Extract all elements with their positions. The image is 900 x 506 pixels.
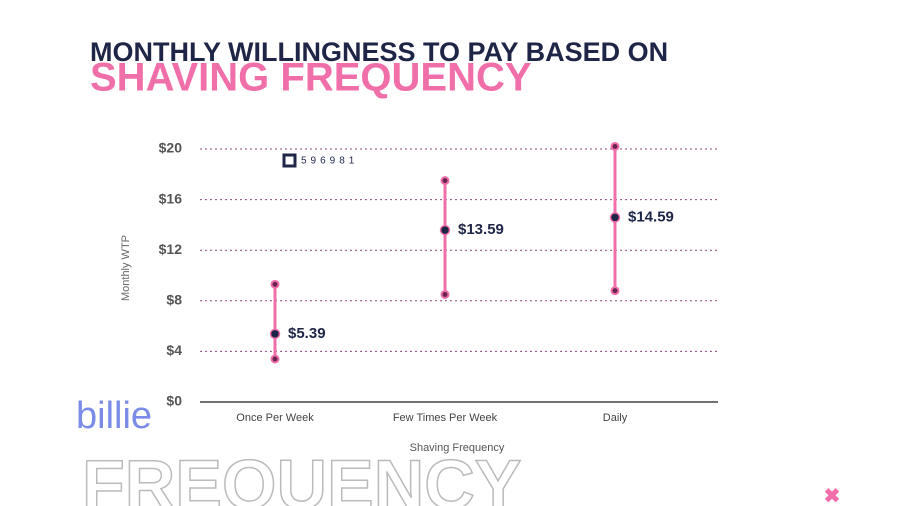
x-tick-label: Once Per Week	[236, 412, 314, 424]
range-end	[610, 286, 620, 296]
y-tick-label: $20	[159, 140, 183, 156]
chart-subtitle: SHAVING FREQUENCY	[90, 56, 532, 100]
x-tick-label: Few Times Per Week	[393, 412, 498, 424]
point	[269, 328, 281, 340]
range-end	[440, 289, 450, 299]
range-end	[440, 176, 450, 186]
close-icon: ✖	[824, 485, 841, 506]
range-end	[270, 279, 280, 289]
y-tick-label: $4	[166, 342, 182, 358]
chart-title: MONTHLY WILLINGNESS TO PAY BASED ON	[90, 37, 668, 67]
range-end	[610, 141, 620, 151]
point	[609, 212, 621, 223]
point	[439, 224, 451, 236]
x-tick-label: Daily	[603, 412, 628, 424]
badge-icon	[282, 153, 297, 168]
watermark: FREQUENCY	[82, 445, 521, 506]
range-end	[270, 354, 280, 364]
y-tick-label: $0	[166, 393, 182, 409]
logo: billie	[76, 395, 152, 437]
y-axis-label: Monthly WTP	[120, 235, 132, 301]
badge: 596981	[301, 156, 358, 167]
value-label: $14.59	[628, 208, 674, 225]
y-tick-label: $16	[159, 190, 183, 206]
value-label: $13.59	[458, 221, 504, 238]
x-axis-label: Shaving Frequency	[410, 442, 505, 454]
y-tick-label: $12	[159, 241, 183, 257]
y-tick-label: $8	[166, 292, 182, 308]
value-label: $5.39	[288, 325, 326, 342]
